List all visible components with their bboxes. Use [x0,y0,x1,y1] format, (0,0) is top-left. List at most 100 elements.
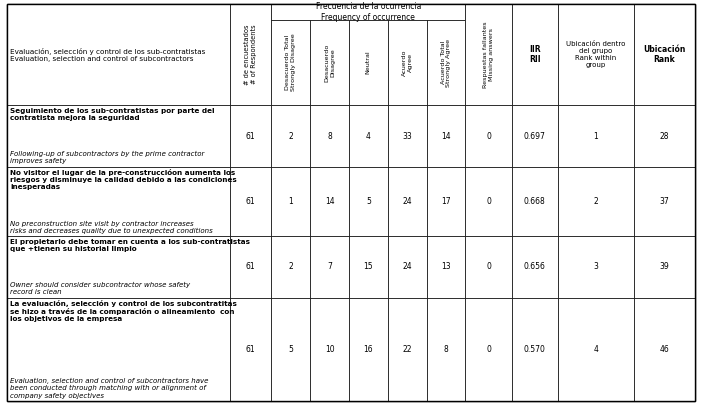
Text: 39: 39 [660,262,669,271]
Text: Seguimiento de los sub-contratistas por parte del
contratista mejora la segurida: Seguimiento de los sub-contratistas por … [11,108,215,121]
Text: 17: 17 [441,197,451,206]
Bar [465,236,512,298]
Bar [7,298,230,401]
Bar [310,105,349,167]
Bar [634,105,695,167]
Text: 0: 0 [486,345,491,354]
Bar [465,167,512,236]
Bar [512,298,558,401]
Bar [310,298,349,401]
Text: IIR
RII: IIR RII [529,45,541,64]
Text: 33: 33 [402,132,412,141]
Text: No preconstruction site visit by contractor increases
risks and decreases qualit: No preconstruction site visit by contrac… [11,221,213,234]
Bar [465,298,512,401]
Bar [558,167,634,236]
Bar [388,167,427,236]
Text: 16: 16 [364,345,373,354]
Bar [512,167,558,236]
Bar [512,4,558,105]
Text: Desacuerdo Total
Strongly Disagree: Desacuerdo Total Strongly Disagree [285,34,296,92]
Text: 22: 22 [402,345,412,354]
Text: 61: 61 [246,197,256,206]
Text: 1: 1 [289,197,293,206]
Bar [271,167,310,236]
Text: Evaluación, selección y control de los sub-contratistas
Evaluation, selection an: Evaluación, selección y control de los s… [11,48,206,62]
Bar [388,236,427,298]
Text: 24: 24 [402,197,412,206]
Bar [634,167,695,236]
Text: El propietario debe tomar en cuenta a los sub-contratistas
que +tienen su histor: El propietario debe tomar en cuenta a lo… [11,239,251,252]
Text: 13: 13 [441,262,451,271]
Bar [349,167,388,236]
Text: Desacuerdo
Disagree: Desacuerdo Disagree [324,43,335,82]
Text: 2: 2 [289,132,293,141]
Text: 61: 61 [246,262,256,271]
Text: 37: 37 [660,197,669,206]
Text: 3: 3 [593,262,598,271]
Text: 0.697: 0.697 [524,132,545,141]
Text: Acuerdo Total
Strongly Agree: Acuerdo Total Strongly Agree [441,38,451,87]
Bar [349,236,388,298]
Bar [7,167,230,236]
Bar [388,298,427,401]
Text: 0: 0 [486,262,491,271]
Bar [634,236,695,298]
Text: La evaluación, selección y control de los subcontratitas
se hizo a través de la : La evaluación, selección y control de lo… [11,300,237,322]
Text: 4: 4 [366,132,371,141]
Bar [427,105,465,167]
Text: No visitor el lugar de la pre-construccióon aumenta los
riesgos y disminuye la c: No visitor el lugar de la pre-construcci… [11,169,237,190]
Text: Owner should consider subcontractor whose safety
record is clean: Owner should consider subcontractor whos… [11,282,190,295]
Text: 0.668: 0.668 [524,197,545,206]
Text: 2: 2 [593,197,598,206]
Bar [230,167,271,236]
Bar [427,20,465,105]
Text: 15: 15 [364,262,373,271]
Text: Ubicación
Rank: Ubicación Rank [643,45,686,64]
Text: 5: 5 [366,197,371,206]
Bar [388,20,427,105]
Bar [7,105,230,167]
Text: 0.656: 0.656 [524,262,545,271]
Bar [230,236,271,298]
Text: Following-up of subcontractors by the prime contractor
improves safety: Following-up of subcontractors by the pr… [11,151,205,164]
Text: 28: 28 [660,132,669,141]
Bar [7,4,230,105]
Bar [310,20,349,105]
Bar [558,105,634,167]
Bar [230,4,271,105]
Bar [349,105,388,167]
Text: 14: 14 [325,197,334,206]
Bar [310,236,349,298]
Text: 61: 61 [246,132,256,141]
Text: 24: 24 [402,262,412,271]
Bar [271,20,310,105]
Bar [388,105,427,167]
Bar [634,298,695,401]
Text: 4: 4 [593,345,598,354]
Text: Acuerdo
Agree: Acuerdo Agree [402,49,413,76]
Text: 14: 14 [441,132,451,141]
Text: 1: 1 [593,132,598,141]
Text: 8: 8 [444,345,449,354]
Bar [427,298,465,401]
Text: Frecuencia de la ocurrencia
Frequency of occurrence: Frecuencia de la ocurrencia Frequency of… [316,2,421,22]
Bar [271,4,465,20]
Text: 0: 0 [486,197,491,206]
Bar [512,105,558,167]
Text: 46: 46 [660,345,669,354]
Text: 7: 7 [327,262,332,271]
Text: Respuestas fallantes
Missing answers: Respuestas fallantes Missing answers [483,21,494,88]
Text: Ubicación dentro
del grupo
Rank within
group: Ubicación dentro del grupo Rank within g… [567,41,625,68]
Text: Neutral: Neutral [366,51,371,75]
Bar [349,20,388,105]
Bar [427,167,465,236]
Text: 8: 8 [327,132,332,141]
Bar [427,236,465,298]
Bar [271,236,310,298]
Text: 0.570: 0.570 [524,345,545,354]
Bar [634,4,695,105]
Text: 5: 5 [289,345,293,354]
Bar [558,4,634,105]
Bar [230,298,271,401]
Bar [230,105,271,167]
